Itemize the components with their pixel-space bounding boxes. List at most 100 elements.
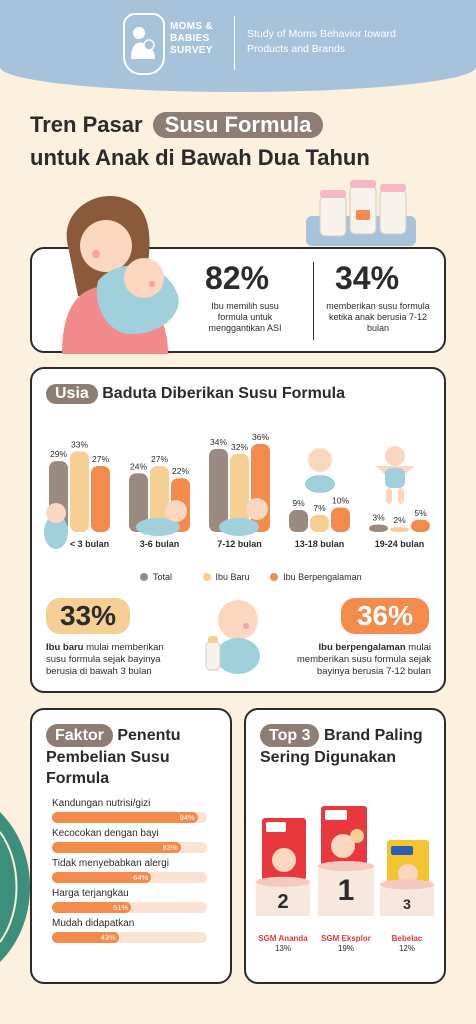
podium-top-0 [256,876,310,887]
bar-label-1-0: 24% [130,461,147,471]
podium-svg: 2 1 3 [256,861,434,916]
milk-bottles-icon [306,180,416,246]
swaddled-baby-icon [44,503,68,549]
bar-0-2 [91,466,110,532]
brand-name-2: Bebelac [391,934,423,943]
bar-3-2 [331,507,350,532]
podium-rank-0: 2 [277,891,288,913]
brand-title: Top 3 Brand Paling Sering Digunakan [260,724,435,768]
bar-4-0 [369,524,388,532]
sitting-baby-icon [305,448,335,493]
factor-bar-2: 64% [52,872,152,883]
factor-row-4: Mudah didapatkan 43% [52,918,207,943]
legend-item-ibu-baru: Ibu Baru [202,572,250,582]
podium-block-2 [380,884,434,916]
category-label-2: 7-12 bulan [217,539,262,549]
survey-logo-icon [123,13,165,75]
baby-with-bottle-icon [205,600,260,674]
factor-label-2: Tidak menyebabkan alergi [52,858,169,869]
title-highlight: Susu Formula [152,112,324,138]
bar-label-0-0: 29% [50,449,67,459]
bar-label-4-1: 2% [393,515,406,525]
bar-3-1 [310,514,329,532]
bebelac-box-icon [387,840,429,892]
factor-row-0: Kandungan nutrisi/gizi 94% [52,798,207,823]
factor-row-1: Kecocokan dengan bayi 83% [52,828,207,853]
page-title-line1: Tren Pasar Susu Formula [30,112,324,138]
factor-heading: Penentu Pembelian Susu Formula [46,727,181,787]
highlight-value-2: 36% [341,598,429,634]
factor-title: Faktor Penentu Pembelian Susu Formula [46,724,221,789]
bar-2-1 [230,453,249,532]
podium-rank-1: 1 [338,874,355,907]
bar-1-0 [129,473,148,532]
mother-baby-illustration-icon [62,195,179,354]
factor-label-3: Harga terjangkau [52,888,129,899]
podium-rank-2: 3 [403,896,411,912]
brand-podium-chart: 2 1 3 SGM Ananda 13% SGM Eksplor 19% Bebelac 12% [244,860,446,953]
age-chart-legend: Total Ibu Baru Ibu Berpengalaman [140,572,362,582]
lying-baby-icon [219,498,268,536]
bar-label-2-1: 32% [231,442,248,452]
factor-label-1: Kecocokan dengan bayi [52,828,159,839]
factor-bar-track-1: 83% [52,842,207,853]
bar-label-2-2: 36% [252,432,269,442]
leaf-decoration-icon [0,812,30,962]
legend-dot-icon [270,573,279,581]
header-tagline: Study of Moms Behavior toward Products a… [247,28,396,55]
stat-text-1: Ibu memilih susu formula untuk mengganti… [208,301,282,333]
sgm-eksplor-box-icon [321,806,367,868]
bar-0-1 [70,451,89,532]
stat-value-1: 82% [205,260,270,296]
brand-value-1: 19% [337,944,354,953]
bar-2-0 [209,448,228,532]
bar-label-3-0: 9% [292,498,305,508]
bar-4-1 [390,527,409,532]
factor-bar-chart: Kandungan nutrisi/gizi 94% Kecocokan denga… [52,798,207,948]
category-label-0: < 3 bulan [70,539,109,549]
bar-label-4-2: 5% [414,508,427,518]
factor-bar-track-0: 94% [52,812,207,823]
factor-label-0: Kandungan nutrisi/gizi [52,798,151,809]
podium-top-1 [318,861,374,871]
factor-bar-track-2: 64% [52,872,207,883]
bar-label-1-1: 27% [151,454,168,464]
page-title-line2: untuk Anak di Bawah Dua Tahun [30,145,370,170]
factor-value-0: 94% [179,813,195,822]
highlight-value-1: 33% [46,598,130,634]
standing-baby-icon [376,446,414,504]
factor-pill: Faktor [46,724,113,747]
factor-value-2: 64% [133,873,149,882]
legend-item-total: Total [140,572,172,582]
brand-name-1: SGM Eksplor [321,934,371,943]
factor-bar-0: 94% [52,812,198,823]
stat-text-2: memberikan susu formula ketika anak beru… [326,301,430,333]
category-label-1: 3-6 bulan [140,539,180,549]
podium-block-0 [256,881,310,916]
bar-label-4-0: 3% [372,513,385,523]
brand-heading: Brand Paling Sering Digunakan [260,727,423,766]
header-divider [234,16,235,70]
category-label-3: 13-18 bulan [295,539,345,549]
brand-pill: Top 3 [260,724,320,747]
factor-bar-1: 83% [52,842,181,853]
highlight-text-2: Ibu berpengalaman mulai memberikan susu … [296,642,431,677]
bar-label-1-2: 22% [172,466,189,476]
brand-value-2: 12% [398,944,415,953]
age-chart-pill: Usia [46,384,98,404]
bar-label-0-2: 27% [92,454,109,464]
factor-label-4: Mudah didapatkan [52,918,135,929]
factor-value-3: 51% [113,903,129,912]
header-banner [0,0,476,92]
factor-value-4: 43% [100,933,116,942]
stat-divider [313,262,314,340]
highlight-text-1: Ibu baru mulai memberikan susu formula s… [46,642,164,677]
bar-label-3-1: 7% [313,503,326,513]
legend-item-ibu-berpengalaman: Ibu Berpengalaman [270,572,362,582]
crawling-baby-icon [136,500,187,536]
sgm-ananda-box-icon [262,818,306,880]
age-chart-title: Usia Baduta Diberikan Susu Formula [46,384,345,404]
age-chart-heading: Baduta Diberikan Susu Formula [102,385,345,402]
logo-wordmark: MOMS & BABIES SURVEY [170,21,213,56]
bar-3-0 [289,510,308,532]
